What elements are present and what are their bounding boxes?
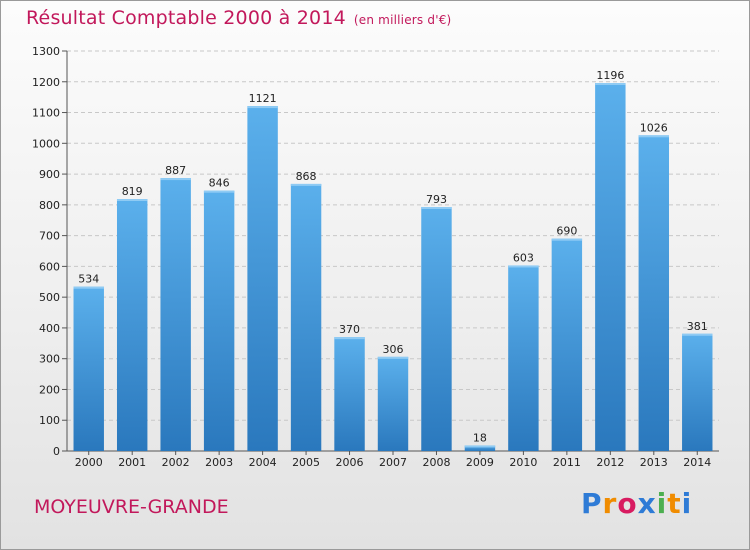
bar xyxy=(508,265,539,451)
data-label: 868 xyxy=(296,170,317,183)
logo-letter: P xyxy=(581,487,603,520)
bar-cap xyxy=(638,135,670,138)
bars xyxy=(73,83,713,452)
bar xyxy=(290,183,322,451)
x-tick-label: 2012 xyxy=(596,456,624,469)
y-tick-label: 1300 xyxy=(32,45,60,58)
data-label: 370 xyxy=(339,323,360,336)
bar-cap xyxy=(160,178,191,181)
x-tick-label: 2009 xyxy=(466,456,494,469)
logo-letter: t xyxy=(667,487,682,520)
bar xyxy=(682,333,713,451)
x-tick-label: 2014 xyxy=(683,456,711,469)
logo-letter: o xyxy=(617,487,638,520)
logo-letter: i xyxy=(681,487,693,520)
logo-letter: x xyxy=(637,487,657,520)
y-tick-label: 1200 xyxy=(32,76,60,89)
bar xyxy=(638,135,670,452)
data-label: 534 xyxy=(78,273,99,286)
data-label: 887 xyxy=(165,164,186,177)
data-label: 603 xyxy=(513,251,534,264)
bar xyxy=(203,190,235,451)
y-tick-label: 0 xyxy=(53,445,60,458)
x-tick-label: 2002 xyxy=(162,456,190,469)
y-tick-label: 200 xyxy=(39,383,60,396)
y-tick-label: 500 xyxy=(39,291,60,304)
x-tick-label: 2010 xyxy=(509,456,537,469)
x-tick-label: 2004 xyxy=(249,456,277,469)
x-tick-label: 2003 xyxy=(205,456,233,469)
data-label: 381 xyxy=(687,320,708,333)
y-tick-label: 300 xyxy=(39,353,60,366)
data-label: 1196 xyxy=(596,69,624,82)
chart-title-text: Résultat Comptable 2000 à 2014 xyxy=(26,7,346,29)
data-label: 1026 xyxy=(640,121,668,134)
x-tick-label: 2008 xyxy=(422,456,450,469)
y-tick-label: 900 xyxy=(39,168,60,181)
chart-subtitle: (en milliers d'€) xyxy=(353,13,452,27)
logo-letter: i xyxy=(656,487,668,520)
bar xyxy=(334,337,365,451)
bar-cap xyxy=(551,238,583,241)
x-tick-label: 2013 xyxy=(640,456,668,469)
x-tick-label: 2006 xyxy=(336,456,364,469)
bar-cap xyxy=(377,356,409,359)
bar-cap xyxy=(464,445,496,448)
data-label: 18 xyxy=(473,431,487,444)
labels: 0 100 200 300 400 500 600 700 800 900 1000 1100 1200… xyxy=(32,45,711,469)
data-label: 1121 xyxy=(249,92,277,105)
proxiti-logo: Proxiti xyxy=(581,487,692,520)
bar xyxy=(595,83,626,451)
x-tick-label: 2005 xyxy=(292,456,320,469)
bar xyxy=(421,207,452,451)
y-tick-label: 700 xyxy=(39,230,60,243)
bar-cap xyxy=(203,190,235,193)
bar-cap xyxy=(73,286,104,289)
bar xyxy=(464,445,496,451)
bar-cap xyxy=(116,199,148,201)
y-tick-label: 400 xyxy=(39,322,60,335)
x-tick-label: 2007 xyxy=(379,456,407,469)
bar-cap xyxy=(421,207,452,209)
bar-cap xyxy=(247,106,278,109)
x-tick-label: 2001 xyxy=(118,456,146,469)
bar-cap xyxy=(508,265,539,268)
data-label: 306 xyxy=(383,343,404,356)
y-tick-label: 800 xyxy=(39,199,60,212)
chart-title: Résultat Comptable 2000 à 2014 (en millie… xyxy=(26,7,451,29)
bar xyxy=(116,199,148,451)
bar xyxy=(73,286,104,451)
x-tick-label: 2011 xyxy=(553,456,581,469)
bar-cap xyxy=(290,183,322,186)
logo-letter: r xyxy=(602,487,618,520)
data-label: 793 xyxy=(426,193,447,206)
bar-cap xyxy=(595,83,626,85)
y-tick-label: 1000 xyxy=(32,137,60,150)
bar xyxy=(551,238,583,451)
data-label: 819 xyxy=(122,185,143,198)
data-label: 690 xyxy=(556,225,577,238)
x-tick-label: 2000 xyxy=(75,456,103,469)
y-tick-label: 600 xyxy=(39,260,60,273)
bar xyxy=(160,178,191,452)
y-tick-label: 1100 xyxy=(32,107,60,120)
bar xyxy=(377,356,409,451)
y-tick-label: 100 xyxy=(39,414,60,427)
commune-name: MOYEUVRE-GRANDE xyxy=(34,496,229,518)
data-label: 846 xyxy=(209,177,230,190)
bar-cap xyxy=(334,337,365,340)
bar xyxy=(247,106,278,452)
bar-cap xyxy=(682,333,713,336)
